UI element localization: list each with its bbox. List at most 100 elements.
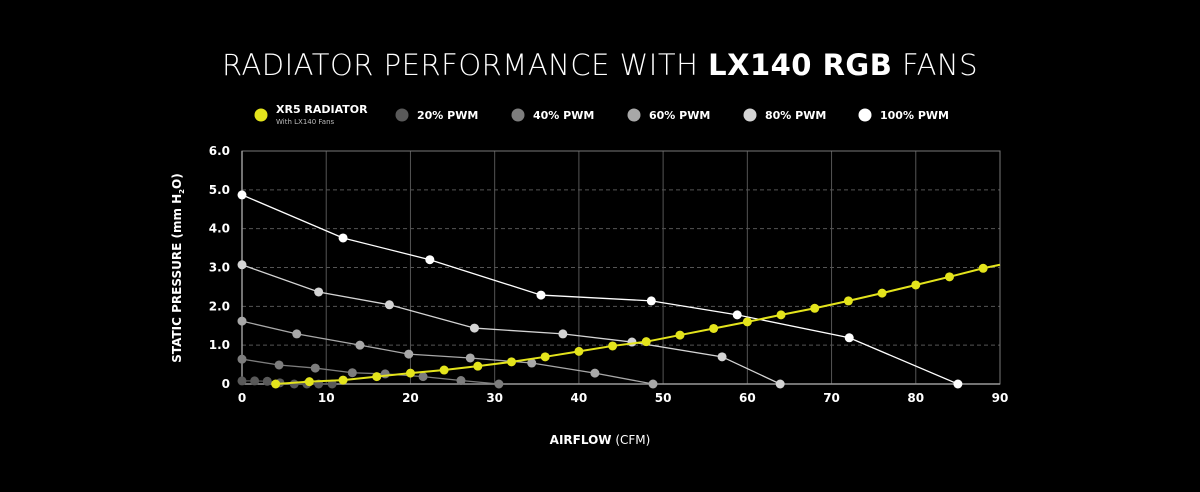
data-point xyxy=(877,288,887,298)
data-point xyxy=(237,190,247,200)
legend-item: 40% PWM xyxy=(511,108,594,122)
legend-marker xyxy=(858,108,872,122)
x-tick-label: 80 xyxy=(907,391,924,405)
data-point xyxy=(944,272,954,282)
axes: 0 10 20 30 40 50 60 70 80 90 0 1.0 2.0 3.0 4.0 5.0 6.0 xyxy=(209,144,1009,405)
data-point xyxy=(338,233,348,243)
data-point xyxy=(237,354,247,364)
legend-label: XR5 RADIATOR xyxy=(276,103,368,116)
data-point xyxy=(507,357,517,367)
title-bold: LX140 RGB xyxy=(708,48,893,82)
data-point xyxy=(558,329,568,339)
y-tick-label: 5.0 xyxy=(209,183,230,197)
data-point xyxy=(289,379,299,389)
legend-label: 80% PWM xyxy=(765,109,826,122)
data-point xyxy=(355,340,365,350)
data-point xyxy=(465,353,475,363)
data-point xyxy=(608,341,618,351)
data-point xyxy=(536,290,546,300)
data-point xyxy=(810,303,820,313)
legend-marker xyxy=(395,108,409,122)
data-point xyxy=(590,368,600,378)
data-point xyxy=(776,310,786,320)
data-point xyxy=(641,337,651,347)
data-point xyxy=(456,376,466,386)
data-point xyxy=(646,296,656,306)
legend-marker xyxy=(743,108,757,122)
series-line xyxy=(241,194,959,385)
legend-label: 40% PWM xyxy=(533,109,594,122)
data-point xyxy=(978,263,988,273)
data-point xyxy=(675,330,685,340)
data-point xyxy=(843,296,853,306)
data-point xyxy=(473,361,483,371)
data-point xyxy=(775,379,785,389)
series-100-pwm xyxy=(237,190,963,389)
y-axis-label: STATIC PRESSURE (mm H2O) xyxy=(170,173,186,363)
data-point xyxy=(709,323,719,333)
legend-item: 80% PWM xyxy=(743,108,826,122)
x-tick-label: 70 xyxy=(823,391,840,405)
legend: XR5 RADIATOR With LX140 Fans 20% PWM 40% PW… xyxy=(254,103,949,126)
data-point xyxy=(540,352,550,362)
title-end: FANS xyxy=(892,48,979,82)
data-point xyxy=(742,317,752,327)
data-point xyxy=(384,300,394,310)
y-tick-label: 0 xyxy=(222,377,230,391)
x-tick-label: 0 xyxy=(238,391,246,405)
data-point xyxy=(338,375,348,385)
data-point xyxy=(648,379,658,389)
data-point xyxy=(262,376,272,386)
y-tick-label: 3.0 xyxy=(209,261,230,275)
series-xr5-radiator xyxy=(271,263,1001,389)
series-line xyxy=(241,358,499,385)
data-point xyxy=(404,349,414,359)
x-tick-label: 60 xyxy=(739,391,756,405)
data-point xyxy=(717,352,727,362)
data-point xyxy=(469,323,479,333)
legend-label: 20% PWM xyxy=(417,109,478,122)
data-point xyxy=(439,365,449,375)
series-60-pwm xyxy=(237,316,658,389)
series-line xyxy=(241,264,781,385)
legend-label: 100% PWM xyxy=(880,109,949,122)
series-line xyxy=(275,263,1001,385)
legend-marker xyxy=(627,108,641,122)
legend-marker xyxy=(511,108,525,122)
data-point xyxy=(271,379,281,389)
chart-title: RADIATOR PERFORMANCE WITH LX140 RGB FANS xyxy=(0,48,1200,82)
legend-item: 20% PWM xyxy=(395,108,478,122)
data-point xyxy=(627,337,637,347)
data-point xyxy=(527,358,537,368)
series-layer xyxy=(237,190,1001,389)
data-point xyxy=(274,360,284,370)
data-point xyxy=(953,379,963,389)
data-point xyxy=(911,280,921,290)
data-point xyxy=(310,363,320,373)
x-tick-label: 90 xyxy=(992,391,1009,405)
title-regular: RADIATOR PERFORMANCE WITH xyxy=(221,48,709,82)
data-point xyxy=(494,379,504,389)
x-tick-label: 50 xyxy=(655,391,672,405)
y-tick-label: 2.0 xyxy=(209,299,230,313)
data-point xyxy=(418,372,428,382)
grid xyxy=(242,151,1001,384)
x-tick-label: 10 xyxy=(318,391,335,405)
data-point xyxy=(237,316,247,326)
data-point xyxy=(347,368,357,378)
data-point xyxy=(304,377,314,387)
data-point xyxy=(844,333,854,343)
data-point xyxy=(237,260,247,270)
x-tick-label: 20 xyxy=(402,391,419,405)
data-point xyxy=(292,329,302,339)
y-tick-label: 4.0 xyxy=(209,222,230,236)
y-tick-label: 1.0 xyxy=(209,338,230,352)
x-tick-label: 40 xyxy=(571,391,588,405)
x-axis-label: AIRFLOW (CFM) xyxy=(550,433,651,447)
legend-item: 60% PWM xyxy=(627,108,710,122)
legend-item: 100% PWM xyxy=(858,108,949,122)
legend-item: XR5 RADIATOR With LX140 Fans xyxy=(254,103,368,126)
data-point xyxy=(405,368,415,378)
legend-marker xyxy=(254,108,268,122)
